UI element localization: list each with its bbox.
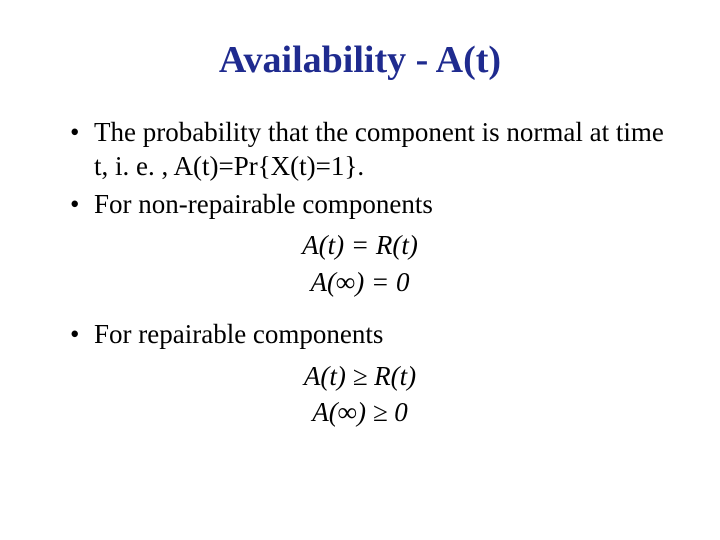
- formula-line: A(∞) = 0: [50, 264, 670, 300]
- bullet-item: For repairable components: [70, 318, 670, 352]
- bullet-text: For non-repairable components: [94, 189, 433, 219]
- formula-line: A(t) = R(t): [50, 227, 670, 263]
- formula-text: A(∞) ≥ 0: [312, 397, 408, 427]
- bullet-text: For repairable components: [94, 319, 383, 349]
- slide-title: Availability - A(t): [50, 38, 670, 82]
- formula-text: A(t) = R(t): [302, 230, 418, 260]
- formula-line: A(∞) ≥ 0: [50, 394, 670, 430]
- bullet-text: The probability that the component is no…: [94, 117, 664, 181]
- bullet-list: The probability that the component is no…: [50, 116, 670, 221]
- bullet-item: For non-repairable components: [70, 188, 670, 222]
- formula-text: A(∞) = 0: [311, 267, 410, 297]
- formula-block-nonrepairable: A(t) = R(t) A(∞) = 0: [50, 227, 670, 300]
- bullet-list: For repairable components: [50, 318, 670, 352]
- formula-line: A(t) ≥ R(t): [50, 358, 670, 394]
- slide: Availability - A(t) The probability that…: [0, 0, 720, 540]
- formula-text: A(t) ≥ R(t): [304, 361, 416, 391]
- bullet-item: The probability that the component is no…: [70, 116, 670, 184]
- formula-block-repairable: A(t) ≥ R(t) A(∞) ≥ 0: [50, 358, 670, 431]
